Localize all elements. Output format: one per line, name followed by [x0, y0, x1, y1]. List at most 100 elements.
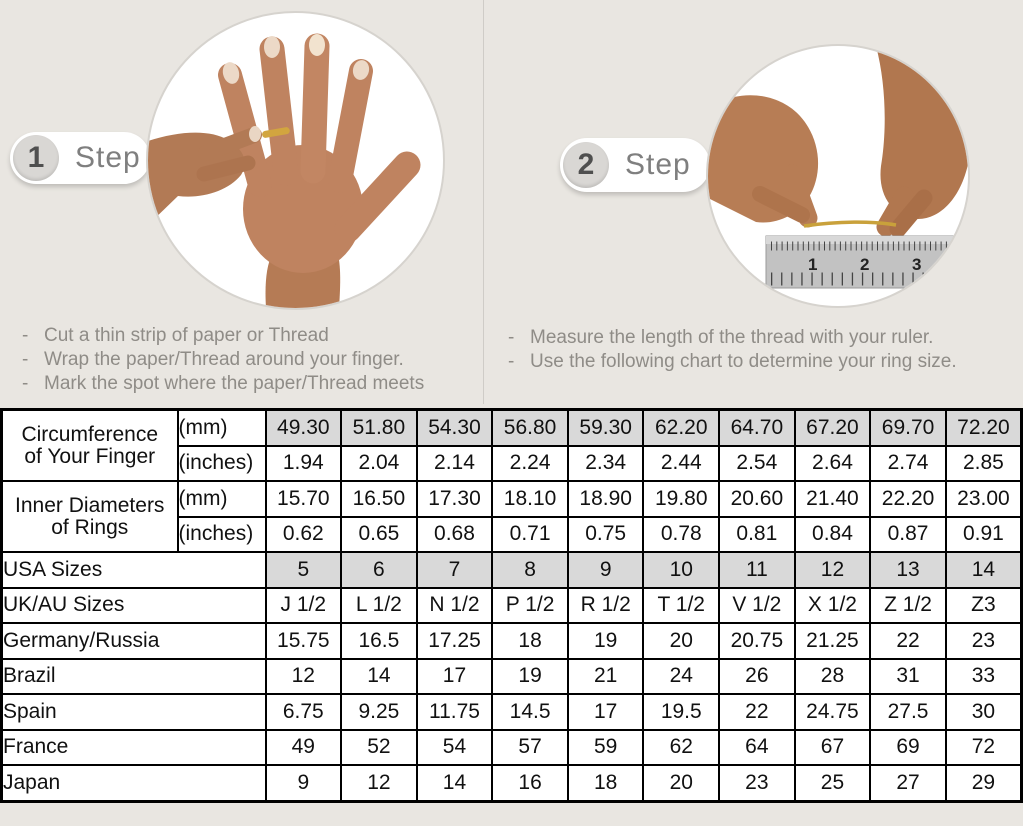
row-group-label-line: of Rings: [51, 515, 129, 539]
size-cell: 31: [869, 657, 947, 695]
size-cell: J 1/2: [264, 586, 343, 624]
size-cell: 12: [340, 764, 418, 802]
row-label: UK/AU Sizes: [0, 586, 267, 624]
size-cell: 18: [491, 622, 569, 660]
size-cell: 64: [718, 728, 796, 766]
size-cell: 17: [566, 693, 645, 731]
size-cell: 2.85: [944, 444, 1023, 482]
instruction-section: 1 Step: [0, 0, 1023, 408]
step1-badge: 1 Step: [10, 132, 150, 184]
row-label: Germany/Russia: [0, 622, 267, 660]
size-cell: 0.71: [491, 515, 569, 553]
size-cell: 2.64: [793, 444, 872, 482]
size-cell: 9: [566, 551, 645, 589]
size-cell: 22.20: [869, 480, 947, 518]
size-cell: 0.91: [944, 515, 1023, 553]
size-cell: 12: [793, 551, 872, 589]
size-cell: 2.24: [491, 444, 569, 482]
row-label: Japan: [0, 764, 267, 802]
table-row: Germany/Russia 15.75 16.5 17.25 18 19 20 20.75 2…: [0, 622, 1023, 660]
size-cell: 51.80: [340, 408, 418, 447]
size-cell: 17: [415, 657, 494, 695]
step2-number-circle: 2: [563, 142, 609, 188]
table-row: Circumference of Your Finger (mm) 49.30 51.8…: [0, 408, 1023, 482]
size-cell: 33: [944, 657, 1023, 695]
size-cell: 24: [642, 657, 721, 695]
instruction-line: - Wrap the paper/Thread around your finge…: [20, 348, 480, 372]
size-cell: 52: [340, 728, 418, 766]
size-cell: 22: [869, 622, 947, 660]
size-cell: 0.84: [793, 515, 872, 553]
size-cell: 12: [264, 657, 343, 695]
row-group-label: Circumference of Your Finger: [0, 408, 179, 482]
size-cell: 20: [642, 622, 721, 660]
size-cell: 15.75: [264, 622, 343, 660]
size-cell: 22: [718, 693, 796, 731]
size-cell: 27: [869, 764, 947, 802]
size-cell: 67.20: [793, 408, 872, 447]
step2-number: 2: [577, 148, 595, 181]
instruction-text: Measure the length of the thread with yo…: [530, 327, 934, 348]
size-cell: 2.14: [415, 444, 494, 482]
size-cell: 2.74: [869, 444, 947, 482]
step2-label: Step: [625, 148, 691, 181]
bullet-dash: -: [22, 349, 29, 370]
size-cell: 67: [793, 728, 872, 766]
vertical-divider: [483, 0, 484, 404]
unit-label: (inches): [176, 515, 267, 553]
gold-thread: [803, 220, 897, 228]
unit-label: (inches): [176, 444, 267, 482]
instruction-text: Mark the spot where the paper/Thread mee…: [44, 373, 425, 394]
size-cell: 24.75: [793, 693, 872, 731]
bullet-dash: -: [508, 327, 515, 348]
instruction-line: - Measure the length of the thread with y…: [506, 326, 1016, 350]
row-group-label-line: Circumference: [21, 422, 159, 446]
instruction-text: Wrap the paper/Thread around your finger…: [44, 349, 404, 370]
size-cell: 16.50: [340, 480, 418, 518]
size-cell: 23.00: [944, 480, 1023, 518]
ruler-number-2: 2: [860, 255, 869, 274]
ruler-number-1: 1: [808, 255, 817, 274]
instruction-line: - Mark the spot where the paper/Thread me…: [20, 372, 480, 396]
size-cell: 30: [944, 693, 1023, 731]
size-cell: 13: [869, 551, 947, 589]
size-cell: 23: [718, 764, 796, 802]
size-cell: 0.78: [642, 515, 721, 553]
row-group-label-line: Inner Diameters: [15, 493, 165, 517]
size-cell: 21: [566, 657, 645, 695]
size-cell: 72.20: [944, 408, 1023, 447]
table-row: USA Sizes 5 6 7 8 9 10 11 12 13 14: [0, 551, 1023, 589]
size-cell: 54: [415, 728, 494, 766]
step1-number: 1: [27, 141, 45, 174]
step2-photo: 1 2 3: [706, 44, 970, 308]
size-cell: T 1/2: [642, 586, 721, 624]
size-cell: 7: [415, 551, 494, 589]
gold-thread-ring: [262, 127, 290, 138]
size-cell: 6: [340, 551, 418, 589]
size-cell: 49: [264, 728, 343, 766]
size-cell: 19: [566, 622, 645, 660]
table-row: Spain 6.75 9.25 11.75 14.5 17 19.5 22 24.75 27.5 3…: [0, 693, 1023, 731]
step2-badge: 2 Step: [560, 138, 710, 192]
row-label: USA Sizes: [0, 551, 267, 589]
size-cell: 59.30: [566, 408, 645, 447]
bullet-dash: -: [22, 373, 29, 394]
size-cell: 26: [718, 657, 796, 695]
table-row: Brazil 12 14 17 19 21 24 26 28 31 33: [0, 657, 1023, 695]
step1-photo: [146, 11, 445, 310]
size-cell: 2.44: [642, 444, 721, 482]
size-cell: 9.25: [340, 693, 418, 731]
size-cell: 56.80: [491, 408, 569, 447]
step1-number-circle: 1: [13, 135, 59, 181]
row-group-label-line: of Your Finger: [24, 444, 156, 468]
size-cell: 2.34: [566, 444, 645, 482]
bullet-dash: -: [508, 351, 515, 372]
size-cell: 0.87: [869, 515, 947, 553]
size-cell: 14.5: [491, 693, 569, 731]
row-label: Spain: [0, 693, 267, 731]
size-cell: 0.62: [264, 515, 343, 553]
size-cell: V 1/2: [718, 586, 796, 624]
unit-label: (mm): [176, 480, 267, 518]
size-cell: 14: [340, 657, 418, 695]
step1-instructions: - Cut a thin strip of paper or Thread - Wra…: [20, 324, 480, 396]
